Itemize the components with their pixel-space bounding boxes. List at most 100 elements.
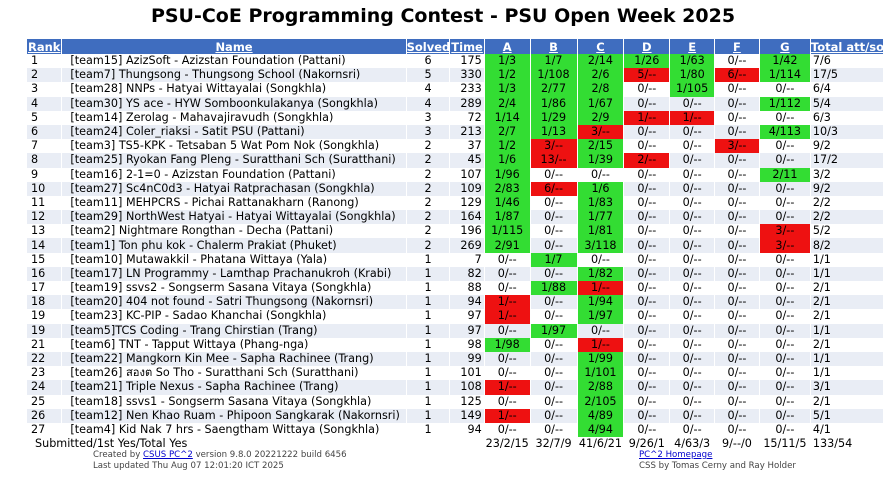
problem-f-cell: 0/-- [715,266,759,281]
problem-f-cell: 0/-- [715,351,759,367]
problem-g-cell: 0/-- [759,337,810,352]
summary-cell: 23/2/15 [484,437,530,452]
team-name-cell: [team24] Coler_riaksi - Satit PSU (Patta… [62,124,406,140]
rank-cell: 11 [27,195,62,211]
problem-f-cell: 0/-- [715,238,759,253]
time-cell: 233 [450,82,484,97]
problem-e-cell: 0/-- [670,210,715,225]
problem-c-cell: 1/77 [577,210,624,225]
problem-c-cell: 1/-- [577,337,624,352]
problem-g-cell: 0/-- [759,295,810,310]
problem-d-cell: 5/-- [624,68,670,83]
problem-g-cell: 0/-- [759,408,810,423]
table-row: 27 [team4] Kid Nak 7 hrs - Saengtham Witt… [27,422,883,438]
time-cell: 289 [450,96,484,111]
problem-a-cell: 1/87 [484,210,530,225]
problem-e-cell: 0/-- [670,309,715,324]
problem-c-cell: 1/94 [577,295,624,310]
rank-cell: 16 [27,266,62,281]
problem-g-cell: 1/112 [759,96,810,111]
solved-cell: 4 [406,96,450,111]
header-time[interactable]: Time [450,39,484,54]
problem-f-cell: 0/-- [715,380,759,395]
rank-cell: 13 [27,224,62,239]
problem-e-cell: 0/-- [670,167,715,182]
problem-g-cell: 0/-- [759,181,810,196]
table-row: 4 [team30] YS ace - HYW Somboonkulakanya … [27,96,883,111]
problem-c-cell: 1/83 [577,195,624,211]
problem-b-cell: 2/77 [530,82,577,97]
problem-d-cell: 0/-- [624,96,670,111]
problem-a-cell: 0/-- [484,351,530,367]
header-problem-b[interactable]: B [530,39,577,54]
rank-cell: 4 [27,96,62,111]
header-problem-e[interactable]: E [670,39,715,54]
header-rank[interactable]: Rank [27,39,62,54]
solved-cell: 3 [406,110,450,125]
solved-cell: 1 [406,309,450,324]
solved-cell: 1 [406,337,450,352]
header-problem-f[interactable]: F [715,39,759,54]
csus-pc2-link[interactable]: CSUS PC^2 [143,450,193,460]
problem-d-cell: 0/-- [624,82,670,97]
rank-cell: 8 [27,153,62,168]
table-row: 23 [team26] สองต So Tho - Suratthani Sch … [27,366,883,381]
problem-c-cell: 1/6 [577,181,624,196]
problem-d-cell: 0/-- [624,252,670,267]
problem-e-cell: 0/-- [670,124,715,140]
header-problem-g[interactable]: G [759,39,810,54]
header-name[interactable]: Name [62,39,406,54]
problem-d-cell: 0/-- [624,266,670,281]
team-name-cell: [team4] Kid Nak 7 hrs - Saengtham Wittay… [62,422,406,438]
rank-cell: 19 [27,323,62,338]
time-cell: 97 [450,323,484,338]
problem-f-cell: 0/-- [715,394,759,409]
problem-e-cell: 0/-- [670,153,715,168]
total-cell: 7/6 [810,54,883,69]
time-cell: 97 [450,309,484,324]
table-row: 15 [team10] Mutawakkil - Phatana Wittaya … [27,252,883,267]
problem-g-cell: 3/-- [759,238,810,253]
header-problem-d[interactable]: D [624,39,670,54]
header-problem-c[interactable]: C [577,39,624,54]
problem-b-cell: 1/86 [530,96,577,111]
time-cell: 108 [450,380,484,395]
pc2-homepage-link[interactable]: PC^2 Homepage [639,450,713,460]
solved-cell: 1 [406,366,450,381]
table-row: 14 [team1] Ton phu kok - Chalerm Prakiat … [27,238,883,253]
solved-cell: 2 [406,224,450,239]
team-name-cell: [team11] MEHPCRS - Pichai Rattanakharn (… [62,195,406,211]
problem-a-cell: 1/3 [484,54,530,69]
time-cell: 330 [450,68,484,83]
table-row: 22 [team22] Mangkorn Kin Mee - Sapha Rach… [27,351,883,367]
total-cell: 5/2 [810,224,883,239]
problem-f-cell: 0/-- [715,366,759,381]
team-name-cell: [team7] Thungsong - Thungsong School (Na… [62,68,406,83]
rank-cell: 14 [27,238,62,253]
problem-a-cell: 2/83 [484,181,530,196]
rank-cell: 5 [27,110,62,125]
problem-a-cell: 0/-- [484,394,530,409]
team-name-cell: [team14] Zerolag - Mahavajiravudh (Songk… [62,110,406,125]
problem-d-cell: 0/-- [624,139,670,154]
rank-cell: 6 [27,124,62,140]
header-solved[interactable]: Solved [406,39,450,54]
problem-b-cell: 1/88 [530,281,577,296]
problem-g-cell: 3/-- [759,224,810,239]
problem-f-cell: 3/-- [715,139,759,154]
problem-c-cell: 1/82 [577,266,624,281]
problem-e-cell: 0/-- [670,281,715,296]
header-total[interactable]: Total att/solv [810,39,883,54]
problem-f-cell: 0/-- [715,281,759,296]
total-cell: 17/2 [810,153,883,168]
version-text: version 9.8.0 20221222 build 6456 [195,450,347,460]
team-name-cell: [team16] 2-1=0 - Azizstan Foundation (Pa… [62,167,406,182]
problem-b-cell: 0/-- [530,195,577,211]
table-row: 17 [team19] ssvs2 - Songserm Sasana Vitay… [27,281,883,296]
time-cell: 196 [450,224,484,239]
header-problem-a[interactable]: A [484,39,530,54]
problem-f-cell: 0/-- [715,309,759,324]
rank-cell: 25 [27,394,62,409]
summary-cell: 15/11/5 [759,437,810,452]
